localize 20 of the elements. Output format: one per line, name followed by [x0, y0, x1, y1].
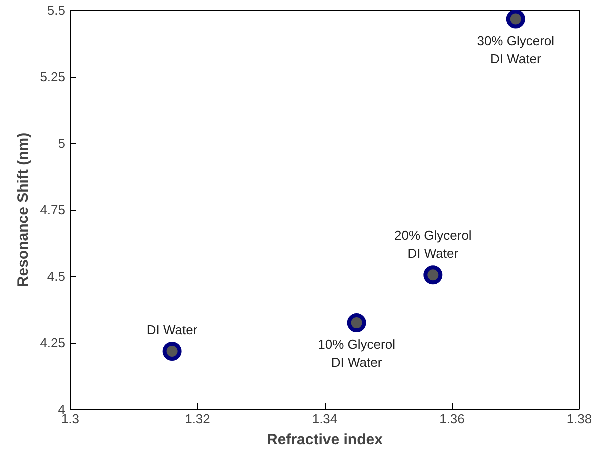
y-tick-label: 4.5: [47, 269, 66, 284]
x-axis-title: Refractive index: [267, 432, 384, 448]
y-tick-label: 5: [58, 136, 66, 151]
point: [506, 10, 526, 29]
point: [162, 342, 182, 361]
x-tick-label: 1.38: [566, 412, 592, 426]
annotation: 30% Glycerol DI Water: [477, 33, 555, 66]
y-tick-label: 5.5: [47, 3, 66, 18]
y-tick-label: 4.25: [40, 336, 66, 350]
y-tick-label: 5.25: [40, 70, 66, 84]
x-tick-label: 1.32: [185, 412, 210, 426]
x-tick-label: 1.34: [312, 412, 338, 426]
point: [424, 266, 443, 285]
y-axis-title: Resonance Shift (nm): [15, 132, 32, 288]
annotation: 20% Glycerol DI Water: [394, 228, 472, 262]
annotation: DI Water: [146, 322, 198, 338]
annotation: 10% Glycerol DI Water: [318, 337, 396, 370]
x-tick-label: 1.36: [440, 412, 465, 426]
point: [347, 314, 366, 333]
y-tick-label: 4.75: [40, 202, 66, 218]
